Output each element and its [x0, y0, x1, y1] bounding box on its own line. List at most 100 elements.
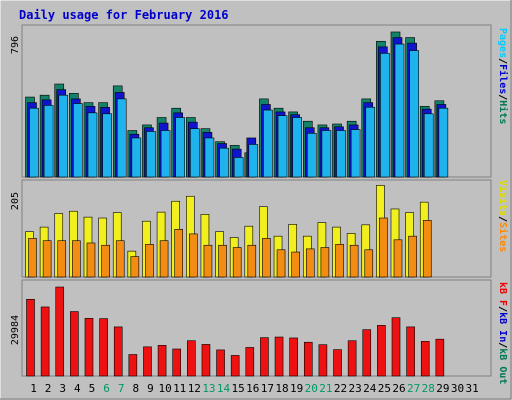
bar-pages: [292, 117, 302, 178]
bar-kb: [201, 344, 211, 377]
panel-hits: 796 Pages/Files/Hits: [10, 24, 509, 178]
x-tick-label: 17: [261, 382, 274, 395]
bar-sites: [115, 240, 125, 278]
x-tick-label: 24: [363, 382, 377, 395]
bar-kb: [99, 318, 108, 377]
y-max-label: 796: [10, 36, 21, 54]
legend-part: Visits: [497, 180, 509, 216]
bar-pages: [58, 94, 69, 178]
bar-sites: [232, 247, 242, 278]
bar-pages: [190, 128, 200, 178]
x-tick-label: 10: [158, 382, 171, 395]
legend-part: /: [497, 58, 508, 64]
bar-pages: [219, 147, 229, 178]
bar-pages: [29, 107, 39, 178]
bar-kb: [172, 348, 181, 377]
panel-frame: [21, 179, 492, 278]
legend-part: /: [497, 342, 508, 348]
x-tick-label: 14: [217, 382, 231, 395]
y-max-label: 205: [10, 192, 21, 210]
kbytes-bars: [26, 286, 445, 377]
x-tick-label: 5: [89, 382, 96, 395]
chart-title: Daily usage for February 2016: [19, 8, 229, 22]
bar-pages: [146, 131, 156, 178]
x-tick-label: 30: [451, 382, 464, 395]
x-tick-label: 3: [59, 382, 66, 395]
legend-part: /: [497, 216, 508, 222]
x-tick-label: 1: [30, 382, 37, 395]
bar-kb: [26, 298, 35, 377]
bar-pages: [248, 144, 259, 178]
legend-visits-sites: Visits/Sites: [497, 180, 509, 252]
bar-kb: [143, 346, 152, 377]
bar-pages: [87, 112, 98, 178]
bar-pages: [233, 157, 244, 178]
bar-kb: [128, 354, 138, 377]
bar-sites: [291, 251, 300, 278]
x-tick-label: 19: [290, 382, 303, 395]
bar-kb: [187, 340, 196, 377]
bar-sites: [247, 244, 257, 278]
x-tick-label: 15: [232, 382, 245, 395]
bar-sites: [422, 219, 432, 278]
bar-sites: [364, 249, 374, 278]
bar-sites: [203, 244, 213, 278]
bar-kb: [157, 345, 167, 377]
bar-sites: [349, 244, 359, 278]
bar-sites: [130, 256, 140, 278]
bar-sites: [86, 242, 96, 278]
x-tick-label: 13: [202, 382, 215, 395]
x-tick-label: 29: [436, 382, 449, 395]
x-tick-label: 6: [103, 382, 110, 395]
x-tick-label: 2: [45, 382, 52, 395]
bar-kb: [274, 336, 284, 377]
panel-frame: [21, 279, 492, 377]
bar-kb: [216, 349, 225, 377]
bar-kb: [318, 344, 328, 377]
bar-kb: [84, 318, 94, 377]
bar-sites: [145, 244, 154, 278]
hits-bars: [25, 31, 449, 178]
panel-visits: 205 Visits/Sites: [10, 179, 509, 278]
bar-kb: [435, 338, 445, 377]
x-tick-label: 21: [319, 382, 332, 395]
bar-pages: [321, 130, 332, 178]
bar-sites: [320, 247, 330, 278]
bar-kb: [333, 349, 342, 377]
x-tick-label: 22: [334, 382, 347, 395]
bar-pages: [350, 129, 361, 178]
x-tick-label: 27: [407, 382, 420, 395]
visits-bars: [25, 185, 432, 278]
bar-kb: [362, 329, 372, 377]
bar-pages: [131, 137, 142, 178]
bar-pages: [409, 50, 419, 178]
x-tick-label: 4: [74, 382, 81, 395]
bar-pages: [73, 103, 83, 178]
bar-kb: [113, 326, 123, 377]
bar-kb: [55, 286, 65, 377]
bar-sites: [189, 233, 198, 278]
bar-pages: [423, 113, 434, 178]
x-tick-label: 26: [392, 382, 405, 395]
bar-kb: [245, 347, 255, 377]
bar-kb: [406, 326, 415, 377]
bar-kb: [260, 337, 269, 377]
x-tick-label: 25: [378, 382, 391, 395]
legend-part: Sites: [497, 222, 509, 252]
legend-part: kB In: [497, 312, 508, 342]
bar-pages: [204, 137, 215, 178]
bar-sites: [335, 244, 344, 278]
bar-kb: [391, 317, 401, 377]
x-tick-label: 12: [188, 382, 201, 395]
bar-pages: [263, 109, 273, 178]
bar-pages: [306, 133, 317, 178]
x-axis-labels: 1 2 3 4 5 6 7 8 9 10 11 12 13 14 15 16 17 18 19 20 21 22 23 24 2…: [30, 382, 479, 395]
bar-pages: [116, 98, 127, 178]
bar-kb: [420, 341, 430, 377]
legend-part: kB Out: [497, 348, 508, 384]
bar-sites: [393, 239, 403, 278]
x-tick-label: 16: [246, 382, 259, 395]
x-tick-label: 28: [422, 382, 435, 395]
bar-sites: [408, 235, 417, 278]
